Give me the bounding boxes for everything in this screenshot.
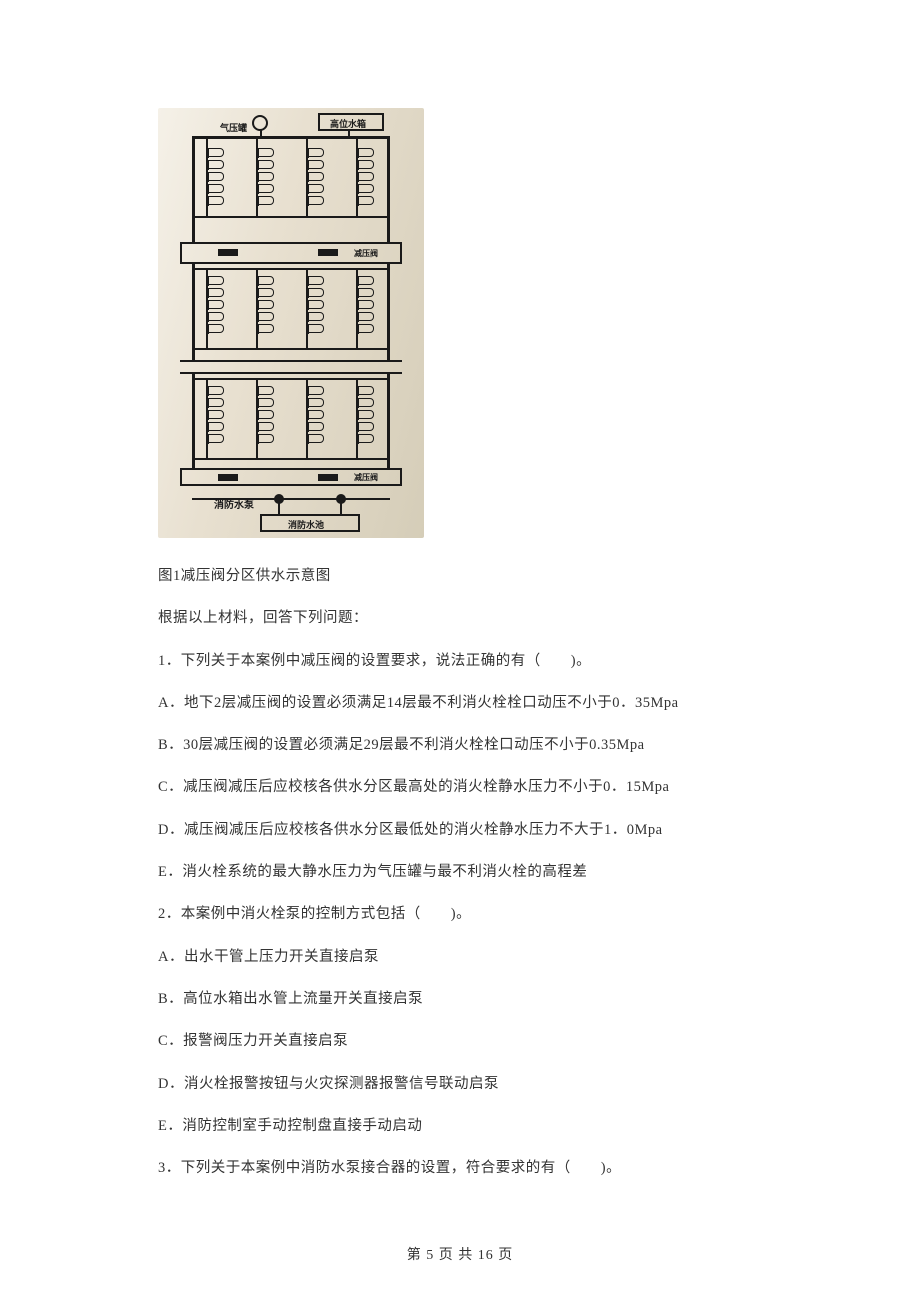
high-tank-label: 高位水箱 xyxy=(330,117,366,130)
q1-option-c: C．减压阀减压后应校核各供水分区最高处的消火栓静水压力不小于0．15Mpa xyxy=(158,777,790,797)
riser-z1-4 xyxy=(358,148,374,205)
pipe-right-z1 xyxy=(387,136,390,242)
riser-pipe xyxy=(356,138,358,216)
pipe xyxy=(387,374,390,470)
riser-pipe xyxy=(306,138,308,216)
pipe xyxy=(192,374,195,470)
zone-gap xyxy=(180,360,402,374)
figure-caption: 图1减压阀分区供水示意图 xyxy=(158,566,790,586)
riser-pipe xyxy=(256,270,258,348)
prv-symbol xyxy=(218,249,238,256)
riser-z2-1 xyxy=(208,276,224,333)
riser-pipe xyxy=(356,380,358,458)
prv-label: 减压阀 xyxy=(354,248,378,259)
water-supply-diagram: 气压罐 高位水箱 减压阀 xyxy=(158,108,424,538)
riser-z1-1 xyxy=(208,148,224,205)
riser-pipe xyxy=(256,138,258,216)
riser-pipe xyxy=(306,270,308,348)
q1-option-b: B．30层减压阀的设置必须满足29层最不利消火栓栓口动压不小于0.35Mpa xyxy=(158,735,790,755)
pressure-tank-symbol xyxy=(252,115,268,131)
prv-symbol xyxy=(318,474,338,481)
prv-symbol xyxy=(318,249,338,256)
riser-z3-2 xyxy=(258,386,274,443)
pressure-tank-label: 气压罐 xyxy=(220,121,247,134)
q1-option-e: E．消火栓系统的最大静水压力为气压罐与最不利消火栓的高程差 xyxy=(158,862,790,882)
pipe xyxy=(192,216,390,218)
riser-z3-3 xyxy=(308,386,324,443)
riser-z2-3 xyxy=(308,276,324,333)
riser-z2-4 xyxy=(358,276,374,333)
pipe-top xyxy=(192,136,390,139)
riser-pipe xyxy=(306,380,308,458)
pipe xyxy=(192,498,390,500)
diagram-content: 气压罐 高位水箱 减压阀 xyxy=(158,108,424,538)
q2-stem: 2．本案例中消火栓泵的控制方式包括（ )。 xyxy=(158,904,790,924)
pipe xyxy=(387,264,390,360)
riser-pipe xyxy=(206,270,208,348)
q3-stem: 3．下列关于本案例中消防水泵接合器的设置，符合要求的有（ )。 xyxy=(158,1158,790,1178)
riser-z1-2 xyxy=(258,148,274,205)
fire-pool-label: 消防水池 xyxy=(288,518,324,531)
riser-pipe xyxy=(256,380,258,458)
riser-z2-2 xyxy=(258,276,274,333)
q2-option-a: A．出水干管上压力开关直接启泵 xyxy=(158,947,790,967)
tank-drop xyxy=(260,130,262,138)
riser-z1-3 xyxy=(308,148,324,205)
pipe xyxy=(192,268,390,270)
q2-option-d: D．消火栓报警按钮与火灾探测器报警信号联动启泵 xyxy=(158,1074,790,1094)
riser-z3-1 xyxy=(208,386,224,443)
page-footer: 第 5 页 共 16 页 xyxy=(0,1244,920,1264)
prv-symbol xyxy=(218,474,238,481)
pipe xyxy=(192,378,390,380)
riser-pipe xyxy=(356,270,358,348)
q1-option-a: A．地下2层减压阀的设置必须满足14层最不利消火栓栓口动压不小于0．35Mpa xyxy=(158,693,790,713)
riser-pipe xyxy=(206,138,208,216)
q1-stem: 1．下列关于本案例中减压阀的设置要求，说法正确的有（ )。 xyxy=(158,651,790,671)
pipe xyxy=(192,264,195,360)
pipe xyxy=(192,458,390,460)
hightank-drop xyxy=(348,130,350,138)
riser-z3-4 xyxy=(358,386,374,443)
q1-option-d: D．减压阀减压后应校核各供水分区最低处的消火栓静水压力不大于1．0Mpa xyxy=(158,820,790,840)
q2-option-b: B．高位水箱出水管上流量开关直接启泵 xyxy=(158,989,790,1009)
answer-prompt: 根据以上材料，回答下列问题： xyxy=(158,608,790,628)
pipe-left-z1 xyxy=(192,136,195,242)
q2-option-e: E．消防控制室手动控制盘直接手动启动 xyxy=(158,1116,790,1136)
prv-label-2: 减压阀 xyxy=(354,472,378,483)
q2-option-c: C．报警阀压力开关直接启泵 xyxy=(158,1031,790,1051)
riser-pipe xyxy=(206,380,208,458)
pipe xyxy=(192,348,390,350)
